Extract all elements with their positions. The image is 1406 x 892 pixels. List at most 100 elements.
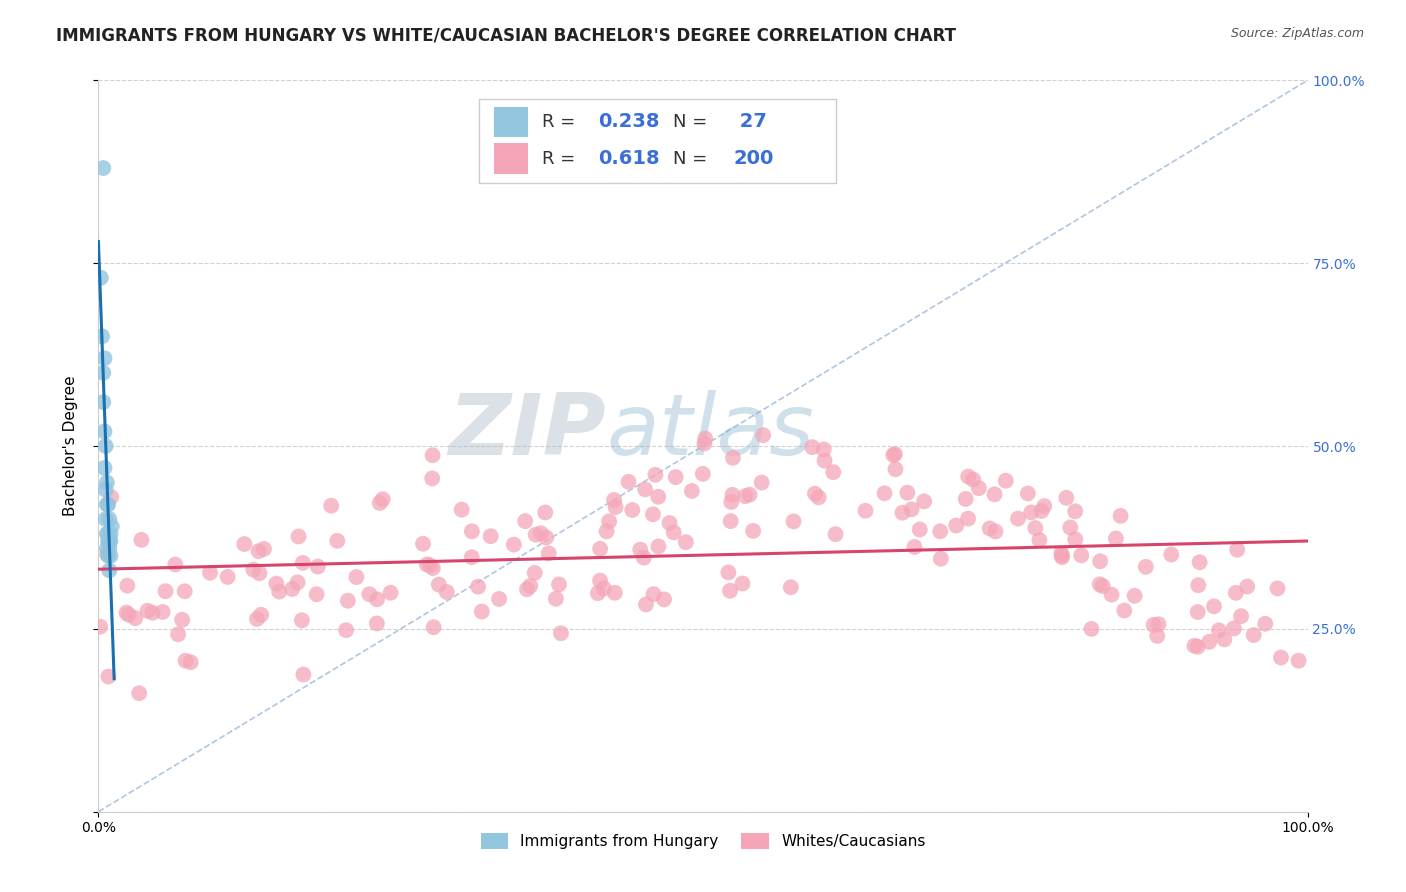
Text: 200: 200 (734, 149, 773, 168)
Point (515, 514, 537, 528)
Point (1031, 504, 1053, 518)
Point (896, 485, 918, 500)
Point (266, 576, 288, 591)
Point (366, 616, 388, 631)
Point (644, 467, 666, 482)
Point (479, 529, 502, 543)
Text: 0.238: 0.238 (598, 112, 659, 131)
Point (155, 584, 177, 599)
Point (436, 585, 458, 599)
Point (1142, 618, 1164, 632)
Point (807, 491, 830, 505)
Point (502, 538, 524, 552)
Point (100, 534, 122, 549)
Point (1184, 639, 1206, 653)
Point (269, 584, 291, 599)
Point (98, 512, 121, 526)
Point (287, 575, 309, 590)
Point (96, 498, 118, 512)
Point (1146, 629, 1168, 643)
Point (589, 541, 612, 556)
Point (984, 524, 1007, 539)
Point (1188, 555, 1211, 569)
Point (93, 425, 115, 439)
Point (534, 506, 557, 520)
Point (603, 493, 626, 508)
Point (586, 586, 609, 600)
Point (412, 537, 434, 551)
Point (291, 556, 314, 570)
Point (589, 574, 612, 588)
Point (335, 623, 357, 637)
Point (233, 537, 256, 551)
Text: N =: N = (672, 113, 713, 131)
Point (253, 541, 276, 556)
Text: R =: R = (543, 150, 581, 168)
Point (128, 686, 150, 700)
Point (97, 526, 120, 541)
Point (550, 626, 572, 640)
Point (366, 592, 388, 607)
Point (1198, 634, 1220, 648)
Point (97, 669, 120, 683)
Point (427, 577, 450, 591)
Point (519, 579, 541, 593)
Point (628, 542, 651, 557)
Point (1243, 628, 1265, 642)
Point (675, 535, 697, 549)
Point (598, 514, 620, 528)
Point (1064, 533, 1087, 547)
Point (647, 490, 669, 504)
Point (91, 395, 114, 409)
Point (1187, 578, 1209, 592)
Point (855, 504, 877, 518)
Point (695, 432, 717, 446)
Point (249, 566, 271, 581)
Point (1101, 588, 1123, 602)
Point (603, 586, 626, 600)
Point (100, 490, 122, 504)
Point (524, 527, 547, 541)
Point (658, 516, 681, 530)
Point (693, 436, 716, 450)
Point (152, 605, 174, 619)
Point (93, 351, 115, 366)
Point (97, 534, 120, 549)
Point (198, 566, 221, 580)
Y-axis label: Bachelor's Degree: Bachelor's Degree (63, 376, 77, 516)
Point (617, 475, 640, 489)
Point (742, 524, 765, 538)
Point (752, 428, 775, 442)
Point (180, 655, 202, 669)
Point (96, 547, 118, 561)
Point (983, 487, 1005, 501)
Point (247, 544, 270, 558)
Point (734, 489, 756, 503)
Point (962, 473, 984, 487)
Point (955, 491, 977, 506)
Point (371, 492, 394, 507)
Point (908, 523, 931, 537)
Point (420, 471, 443, 485)
Point (536, 531, 558, 545)
Point (884, 462, 907, 476)
Point (250, 607, 273, 622)
Point (647, 540, 669, 554)
Point (544, 591, 567, 606)
Point (1050, 546, 1073, 560)
Point (593, 582, 616, 596)
Point (97, 498, 120, 512)
Point (751, 475, 773, 490)
Point (957, 469, 980, 483)
Point (98, 534, 121, 549)
Point (1114, 603, 1136, 617)
Point (1088, 577, 1111, 591)
Point (979, 521, 1001, 535)
Point (1225, 586, 1247, 600)
Point (605, 500, 627, 515)
Point (100, 549, 122, 563)
Point (823, 465, 845, 479)
Point (537, 546, 560, 560)
Point (1033, 499, 1056, 513)
Point (416, 558, 439, 572)
